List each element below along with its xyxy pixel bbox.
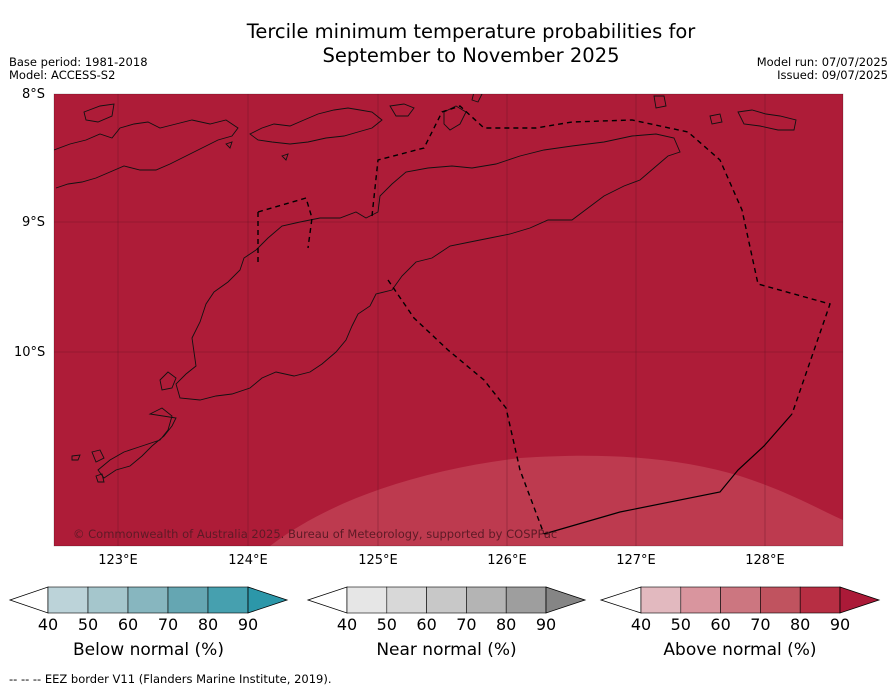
colorbar-segment: [799, 586, 841, 614]
colorbar-tick-label: 40: [336, 615, 358, 634]
colorbar-tick-label: 40: [630, 615, 652, 634]
probability-fill-above-80: [270, 455, 843, 546]
eez-legend-footer: -- -- -- EEZ border V11 (Flanders Marine…: [9, 672, 332, 686]
chart-title: Tercile minimum temperature probabilitie…: [0, 20, 896, 68]
colorbar-segment: [505, 586, 547, 614]
colorbar-segment: [167, 586, 209, 614]
colorbar-segment: [640, 586, 682, 614]
model-run: Model run: 07/07/2025: [756, 55, 888, 69]
colorbar-tick-label: 60: [710, 615, 731, 634]
title-line-1: Tercile minimum temperature probabilitie…: [246, 20, 696, 43]
colorbar-under-triangle: [599, 586, 642, 614]
colorbar-tick-label: 90: [535, 615, 557, 634]
lon-label-125e: 125°E: [358, 553, 398, 568]
colorbar-segment: [87, 586, 129, 614]
colorbar-segment: [466, 586, 507, 614]
lat-label-10s: 10°S: [14, 345, 46, 360]
colorbars: [8, 586, 881, 614]
lon-label-128e: 128°E: [745, 553, 785, 568]
lat-label-9s: 9°S: [22, 215, 46, 230]
colorbar-segment: [720, 586, 761, 614]
colorbar-title: Above normal (%): [663, 640, 817, 660]
colorbar-tick-label: 80: [790, 615, 811, 634]
colorbar-tick-label: 90: [829, 615, 851, 634]
colorbar-tick-label: 60: [117, 615, 139, 634]
colorbar-tick-label: 40: [37, 615, 59, 634]
colorbar-over-triangle: [247, 586, 289, 614]
lon-label-126e: 126°E: [487, 553, 527, 568]
colorbar-tick-label: 70: [456, 615, 477, 634]
colorbar-segment: [127, 586, 169, 614]
colorbar-over-triangle: [839, 586, 881, 614]
colorbar-tick-label: 50: [77, 615, 99, 634]
meta-right: Model run: 07/07/2025 Issued: 09/07/2025: [757, 56, 888, 82]
colorbar-segment: [760, 586, 801, 614]
coastlines: [54, 94, 797, 483]
colorbar-segment: [207, 586, 249, 614]
lat-label-8s: 8°S: [22, 87, 46, 102]
colorbar-over-triangle: [545, 586, 587, 614]
colorbar-under-triangle: [8, 586, 49, 614]
colorbar-segment: [680, 586, 721, 614]
lon-label-127e: 127°E: [616, 553, 656, 568]
colorbar-segment: [47, 586, 89, 614]
eez-borders: [257, 105, 831, 535]
colorbar-tick-label: 60: [416, 615, 437, 634]
timor-coastline: [175, 133, 681, 401]
colorbar-tick-label: 70: [157, 615, 179, 634]
map-frame: [53, 93, 844, 547]
colorbar-segment: [386, 586, 427, 614]
colorbar-segment: [426, 586, 467, 614]
colorbar-tick-label: 70: [750, 615, 771, 634]
colorbar-tick-label: 80: [197, 615, 219, 634]
colorbar-tick-label: 50: [376, 615, 397, 634]
colorbar-title: Near normal (%): [376, 640, 517, 660]
boundary-line: [543, 413, 793, 535]
colorbar-under-triangle: [306, 586, 348, 614]
issued-date: Issued: 09/07/2025: [777, 68, 888, 82]
colorbar-tick-label: 50: [670, 615, 691, 634]
copyright-notice: © Commonwealth of Australia 2025. Bureau…: [73, 527, 558, 541]
lon-label-124e: 124°E: [228, 553, 268, 568]
lon-label-123e: 123°E: [98, 553, 138, 568]
colorbar-segment: [346, 586, 388, 614]
graticule: [54, 94, 843, 546]
colorbar-tick-label: 90: [237, 615, 259, 634]
colorbar-tick-label: 80: [496, 615, 517, 634]
base-period: Base period: 1981-2018: [9, 55, 148, 69]
meta-left: Base period: 1981-2018 Model: ACCESS-S2: [9, 56, 148, 82]
colorbar-title: Below normal (%): [73, 640, 224, 660]
model-name: Model: ACCESS-S2: [9, 68, 116, 82]
title-line-2: September to November 2025: [322, 44, 620, 67]
